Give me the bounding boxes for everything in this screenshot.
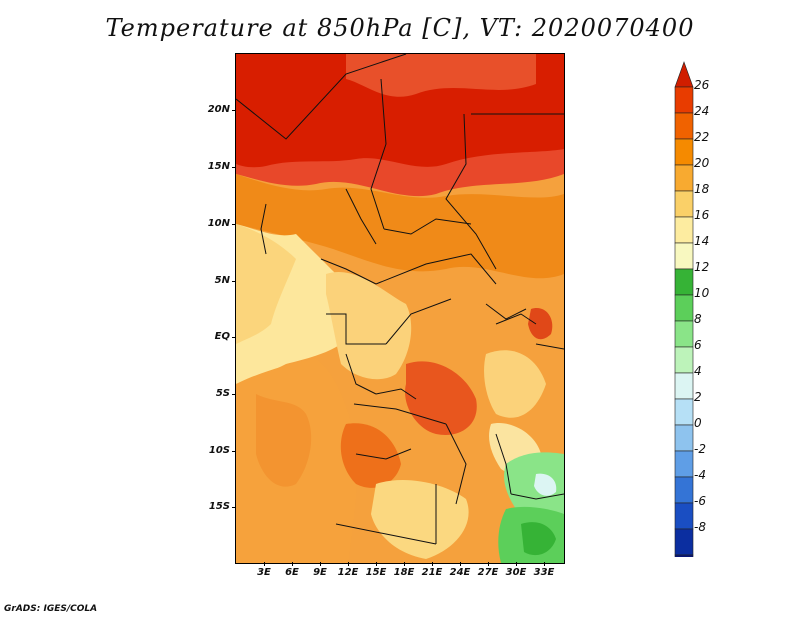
lon-tick bbox=[544, 562, 545, 566]
lon-tick bbox=[348, 562, 349, 566]
legend-swatch bbox=[674, 528, 694, 556]
lat-tick bbox=[232, 224, 236, 225]
footer-credit: GrADS: IGES/COLA bbox=[4, 604, 98, 614]
legend-swatch bbox=[674, 398, 694, 426]
lon-tick bbox=[264, 562, 265, 566]
lon-tick bbox=[376, 562, 377, 566]
legend-swatch bbox=[674, 86, 694, 114]
legend-top-arrow bbox=[674, 61, 694, 88]
lon-label-15e: 15E bbox=[365, 567, 387, 578]
legend-swatch bbox=[674, 450, 694, 478]
legend-swatch bbox=[674, 346, 694, 374]
legend-swatch bbox=[674, 424, 694, 452]
lon-label-30e: 30E bbox=[505, 567, 527, 578]
color-legend-bar bbox=[674, 61, 694, 557]
lon-label-24e: 24E bbox=[449, 567, 471, 578]
lon-tick bbox=[320, 562, 321, 566]
lat-label-5n: 5N bbox=[214, 275, 230, 286]
legend-swatch bbox=[674, 320, 694, 348]
lat-label-15n: 15N bbox=[207, 161, 230, 172]
lat-label-10n: 10N bbox=[207, 218, 230, 229]
lon-tick bbox=[460, 562, 461, 566]
legend-swatch bbox=[674, 138, 694, 166]
lon-label-12e: 12E bbox=[337, 567, 359, 578]
lon-label-33e: 33E bbox=[533, 567, 555, 578]
legend-label: 4 bbox=[694, 364, 702, 378]
legend-label: 24 bbox=[694, 104, 710, 118]
lat-tick bbox=[232, 167, 236, 168]
lon-label-27e: 27E bbox=[477, 567, 499, 578]
legend-swatch bbox=[674, 216, 694, 244]
legend-label: 16 bbox=[694, 208, 710, 222]
lon-label-6e: 6E bbox=[285, 567, 299, 578]
lat-tick bbox=[232, 451, 236, 452]
legend-swatch bbox=[674, 294, 694, 322]
legend-label: -2 bbox=[694, 442, 706, 456]
lon-tick bbox=[292, 562, 293, 566]
lon-label-3e: 3E bbox=[257, 567, 271, 578]
legend-swatch bbox=[674, 164, 694, 192]
lat-label-15s: 15S bbox=[208, 501, 230, 512]
lat-label-5s: 5S bbox=[215, 388, 230, 399]
legend-swatch bbox=[674, 372, 694, 400]
legend-swatch bbox=[674, 502, 694, 530]
legend-swatch bbox=[674, 112, 694, 140]
legend-swatch bbox=[674, 190, 694, 218]
lat-tick bbox=[232, 394, 236, 395]
lat-label-eq: EQ bbox=[214, 331, 230, 342]
legend-swatch bbox=[674, 476, 694, 504]
legend-label: 10 bbox=[694, 286, 710, 300]
legend-label: -8 bbox=[694, 520, 706, 534]
legend-label: -6 bbox=[694, 494, 706, 508]
lon-label-18e: 18E bbox=[393, 567, 415, 578]
temperature-field bbox=[236, 54, 564, 563]
lon-label-9e: 9E bbox=[313, 567, 327, 578]
lat-tick bbox=[232, 507, 236, 508]
lon-tick bbox=[404, 562, 405, 566]
map-title: Temperature at 850hPa [C], VT: 202007040… bbox=[105, 14, 695, 42]
legend-label: 26 bbox=[694, 78, 710, 92]
lon-tick bbox=[432, 562, 433, 566]
legend-label: 8 bbox=[694, 312, 702, 326]
lat-tick bbox=[232, 110, 236, 111]
legend-label: -4 bbox=[694, 468, 706, 482]
legend-label: 0 bbox=[694, 416, 702, 430]
legend-swatch bbox=[674, 554, 694, 557]
lon-label-21e: 21E bbox=[421, 567, 443, 578]
legend-label: 2 bbox=[694, 390, 702, 404]
lat-label-10s: 10S bbox=[208, 445, 230, 456]
legend-label: 22 bbox=[694, 130, 710, 144]
lat-tick bbox=[232, 281, 236, 282]
legend-label: 6 bbox=[694, 338, 702, 352]
legend-swatch bbox=[674, 268, 694, 296]
legend-label: 14 bbox=[694, 234, 710, 248]
legend-label: 20 bbox=[694, 156, 710, 170]
lon-tick bbox=[516, 562, 517, 566]
temperature-map bbox=[235, 53, 565, 564]
lat-tick bbox=[232, 337, 236, 338]
legend-swatch bbox=[674, 242, 694, 270]
legend-label: 12 bbox=[694, 260, 710, 274]
lon-tick bbox=[488, 562, 489, 566]
lat-label-20n: 20N bbox=[207, 104, 230, 115]
legend-label: 18 bbox=[694, 182, 710, 196]
